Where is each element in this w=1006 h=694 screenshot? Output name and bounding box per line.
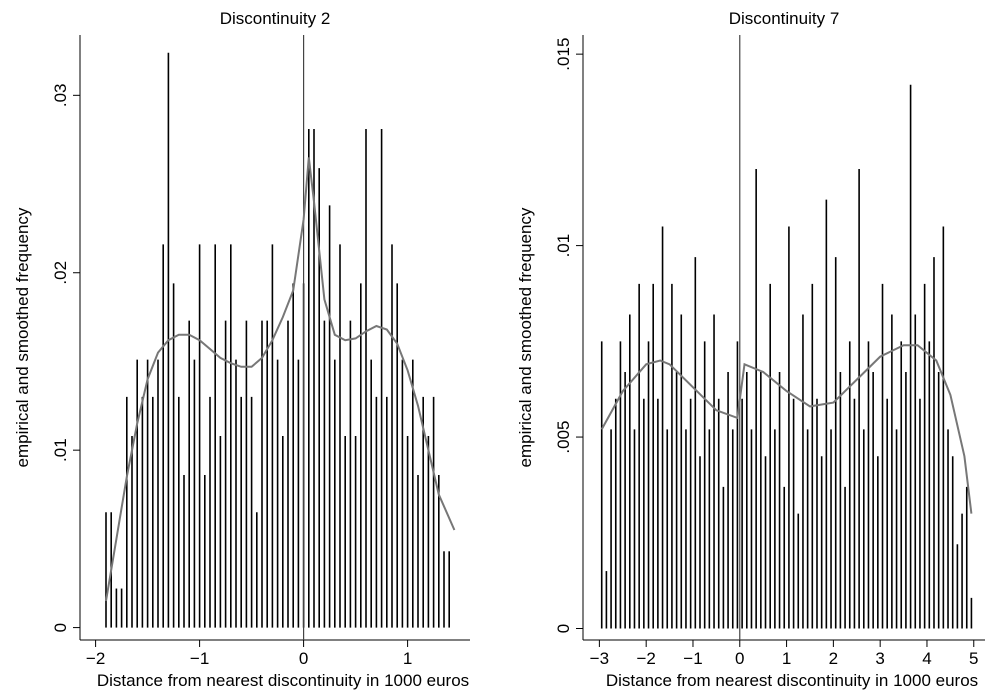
x-tick-label: 1 xyxy=(403,649,412,668)
x-axis-label: Distance from nearest discontinuity in 1… xyxy=(606,671,978,690)
x-tick-label: 1 xyxy=(782,649,791,668)
x-tick-label: 3 xyxy=(875,649,884,668)
smoothed-line xyxy=(105,157,456,602)
x-tick-label: 2 xyxy=(829,649,838,668)
smoothed-line xyxy=(600,344,973,514)
y-tick-label: 0 xyxy=(51,623,70,632)
x-tick-label: −2 xyxy=(636,649,655,668)
x-tick-label: −2 xyxy=(86,649,105,668)
chart-title: Discontinuity 2 xyxy=(220,9,331,28)
x-tick-label: 5 xyxy=(969,649,978,668)
y-tick-label: .02 xyxy=(51,261,70,285)
x-tick-label: −3 xyxy=(590,649,609,668)
y-tick-label: .03 xyxy=(51,84,70,108)
y-axis-label: empirical and smoothed frequency xyxy=(516,207,535,467)
y-tick-label: .01 xyxy=(554,234,573,258)
x-tick-label: 0 xyxy=(735,649,744,668)
x-tick-label: 4 xyxy=(922,649,931,668)
chart-title: Discontinuity 7 xyxy=(729,9,840,28)
x-tick-label: −1 xyxy=(190,649,209,668)
y-tick-label: 0 xyxy=(554,624,573,633)
y-tick-label: .01 xyxy=(51,438,70,462)
x-tick-label: 0 xyxy=(299,649,308,668)
y-tick-label: .015 xyxy=(554,38,573,71)
y-tick-label: .005 xyxy=(554,421,573,454)
x-axis-label: Distance from nearest discontinuity in 1… xyxy=(97,671,469,690)
x-tick-label: −1 xyxy=(683,649,702,668)
y-axis-label: empirical and smoothed frequency xyxy=(13,207,32,467)
